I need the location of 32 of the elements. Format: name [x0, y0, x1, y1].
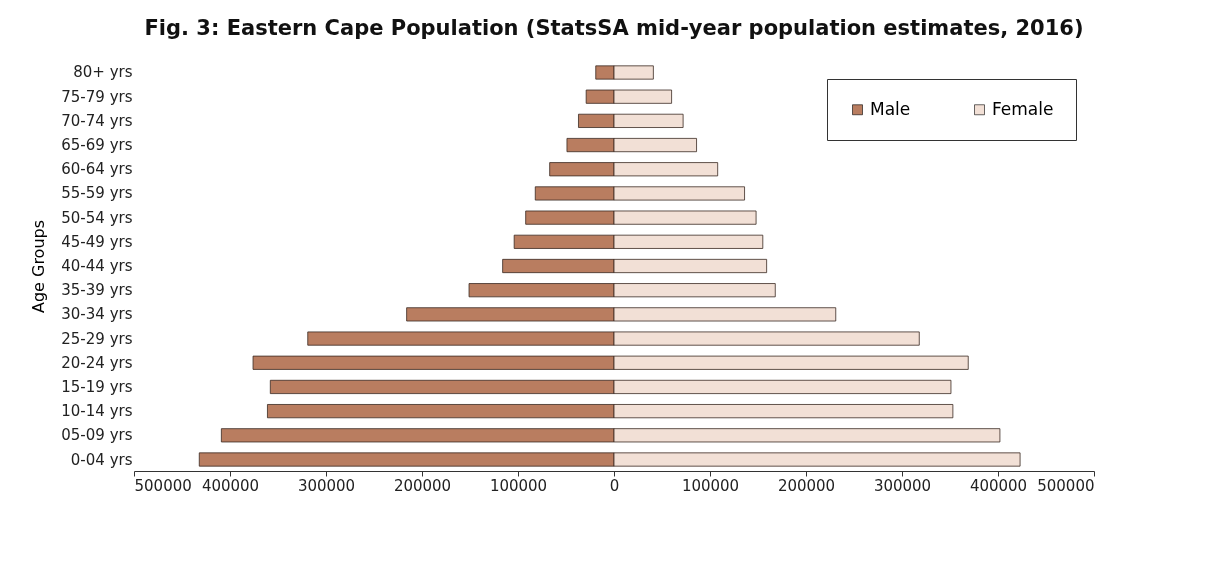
x-tick-label: 300000 — [873, 476, 932, 495]
x-tick-label: 200000 — [393, 476, 452, 495]
y-tick-label: 15-19 yrs — [61, 377, 133, 396]
y-tick-label: 0-04 yrs — [70, 450, 133, 469]
x-tick-label: 400000 — [201, 476, 260, 495]
x-tick-label: 200000 — [777, 476, 836, 495]
y-tick-label: 60-64 yrs — [61, 160, 133, 179]
y-tick-label: 40-44 yrs — [61, 257, 133, 275]
y-tick-label: 25-29 yrs — [61, 329, 133, 348]
x-tick-label: 0 — [609, 476, 620, 495]
y-tick-label: 75-79 yrs — [61, 87, 133, 106]
legend-label: Female — [992, 98, 1054, 119]
y-tick-label: 05-09 yrs — [61, 426, 133, 445]
y-tick-label: 20-24 yrs — [61, 353, 133, 372]
y-tick-label: 35-39 yrs — [61, 281, 133, 300]
x-tick-label: 100000 — [681, 476, 740, 495]
chart-title: Fig. 3: Eastern Cape Population (StatsSA mid-year population estimates, 2016) — [144, 16, 1084, 40]
x-tick-label: 400000 — [969, 476, 1028, 495]
y-tick-label: 55-59 yrs — [61, 184, 133, 203]
y-tick-label: 80+ yrs — [73, 63, 133, 82]
x-tick-label: 100000 — [489, 476, 548, 495]
y-tick-label: 10-14 yrs — [61, 402, 133, 421]
x-tick-label: 300000 — [297, 476, 356, 495]
y-tick-label: 45-49 yrs — [61, 232, 133, 251]
y-tick-label: 30-34 yrs — [61, 305, 133, 324]
legend-label: Male — [870, 98, 911, 119]
x-tick-label: 500000 — [134, 476, 192, 495]
y-tick-label: 65-69 yrs — [61, 136, 133, 155]
y-tick-label: 50-54 yrs — [61, 208, 133, 227]
x-tick-label: 500000 — [1037, 476, 1095, 495]
y-tick-label: 70-74 yrs — [61, 111, 133, 130]
y-axis-title: Age Groups — [29, 219, 49, 314]
